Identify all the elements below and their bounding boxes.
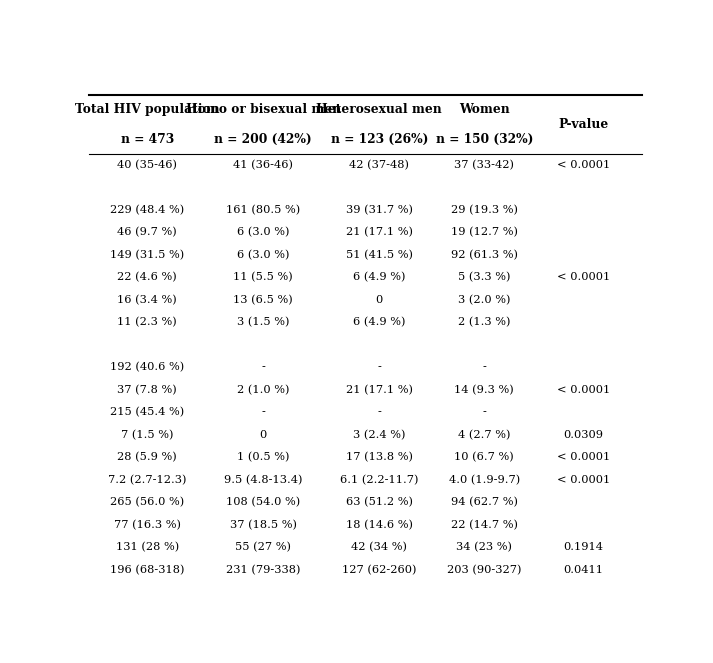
Text: 231 (79-338): 231 (79-338) [226, 564, 300, 575]
Text: -: - [261, 362, 265, 372]
Text: 0.0309: 0.0309 [564, 430, 604, 440]
Text: 1 (0.5 %): 1 (0.5 %) [237, 452, 289, 462]
Text: 92 (61.3 %): 92 (61.3 %) [451, 250, 518, 260]
Text: 11 (5.5 %): 11 (5.5 %) [233, 272, 293, 282]
Text: 42 (37-48): 42 (37-48) [349, 160, 409, 170]
Text: 41 (36-46): 41 (36-46) [233, 160, 293, 170]
Text: 22 (14.7 %): 22 (14.7 %) [451, 520, 518, 530]
Text: 39 (31.7 %): 39 (31.7 %) [346, 205, 413, 215]
Text: 2 (1.0 %): 2 (1.0 %) [237, 385, 289, 395]
Text: 3 (1.5 %): 3 (1.5 %) [237, 317, 289, 328]
Text: -: - [377, 407, 381, 417]
Text: 265 (56.0 %): 265 (56.0 %) [110, 497, 184, 507]
Text: 55 (27 %): 55 (27 %) [235, 542, 291, 552]
Text: -: - [482, 407, 486, 417]
Text: 6 (4.9 %): 6 (4.9 %) [353, 272, 406, 282]
Text: 7 (1.5 %): 7 (1.5 %) [121, 430, 173, 440]
Text: -: - [482, 362, 486, 372]
Text: 10 (6.7 %): 10 (6.7 %) [454, 452, 514, 462]
Text: 9.5 (4.8-13.4): 9.5 (4.8-13.4) [224, 475, 302, 485]
Text: < 0.0001: < 0.0001 [557, 272, 610, 282]
Text: 192 (40.6 %): 192 (40.6 %) [110, 362, 184, 373]
Text: 3 (2.4 %): 3 (2.4 %) [353, 430, 406, 440]
Text: 34 (23 %): 34 (23 %) [456, 542, 512, 552]
Text: 42 (34 %): 42 (34 %) [352, 542, 407, 552]
Text: 131 (28 %): 131 (28 %) [116, 542, 179, 552]
Text: < 0.0001: < 0.0001 [557, 475, 610, 485]
Text: 37 (18.5 %): 37 (18.5 %) [230, 520, 297, 530]
Text: 63 (51.2 %): 63 (51.2 %) [346, 497, 413, 507]
Text: 14 (9.3 %): 14 (9.3 %) [454, 385, 514, 395]
Text: 196 (68-318): 196 (68-318) [110, 564, 185, 575]
Text: 17 (13.8 %): 17 (13.8 %) [346, 452, 413, 462]
Text: 6 (3.0 %): 6 (3.0 %) [237, 250, 289, 260]
Text: 29 (19.3 %): 29 (19.3 %) [451, 205, 518, 215]
Text: < 0.0001: < 0.0001 [557, 385, 610, 394]
Text: 37 (7.8 %): 37 (7.8 %) [117, 385, 177, 395]
Text: 51 (41.5 %): 51 (41.5 %) [346, 250, 413, 260]
Text: 18 (14.6 %): 18 (14.6 %) [346, 520, 413, 530]
Text: 16 (3.4 %): 16 (3.4 %) [117, 294, 177, 305]
Text: 28 (5.9 %): 28 (5.9 %) [117, 452, 177, 462]
Text: 5 (3.3 %): 5 (3.3 %) [458, 272, 511, 282]
Text: 21 (17.1 %): 21 (17.1 %) [346, 227, 413, 237]
Text: 13 (6.5 %): 13 (6.5 %) [233, 294, 293, 305]
Text: 0.0411: 0.0411 [564, 565, 604, 575]
Text: 149 (31.5 %): 149 (31.5 %) [110, 250, 184, 260]
Text: 108 (54.0 %): 108 (54.0 %) [226, 497, 300, 507]
Text: 19 (12.7 %): 19 (12.7 %) [451, 227, 518, 237]
Text: 7.2 (2.7-12.3): 7.2 (2.7-12.3) [108, 475, 186, 485]
Text: 203 (90-327): 203 (90-327) [447, 564, 521, 575]
Text: 40 (35-46): 40 (35-46) [117, 160, 177, 170]
Text: 21 (17.1 %): 21 (17.1 %) [346, 385, 413, 395]
Text: 127 (62-260): 127 (62-260) [342, 564, 416, 575]
Text: 37 (33-42): 37 (33-42) [454, 160, 514, 170]
Text: 6 (4.9 %): 6 (4.9 %) [353, 317, 406, 328]
Text: 11 (2.3 %): 11 (2.3 %) [117, 317, 177, 328]
Text: < 0.0001: < 0.0001 [557, 160, 610, 170]
Text: 0.1914: 0.1914 [564, 542, 604, 552]
Text: 6.1 (2.2-11.7): 6.1 (2.2-11.7) [340, 475, 419, 485]
Text: -: - [261, 407, 265, 417]
Text: 3 (2.0 %): 3 (2.0 %) [458, 294, 511, 305]
Text: 4.0 (1.9-9.7): 4.0 (1.9-9.7) [448, 475, 520, 485]
Text: Homo or bisexual men

n = 200 (42%): Homo or bisexual men n = 200 (42%) [185, 103, 341, 146]
Text: Women

n = 150 (32%): Women n = 150 (32%) [436, 103, 533, 146]
Text: 2 (1.3 %): 2 (1.3 %) [458, 317, 511, 328]
Text: 77 (16.3 %): 77 (16.3 %) [113, 520, 180, 530]
Text: 161 (80.5 %): 161 (80.5 %) [226, 205, 300, 215]
Text: 94 (62.7 %): 94 (62.7 %) [451, 497, 518, 507]
Text: 6 (3.0 %): 6 (3.0 %) [237, 227, 289, 237]
Text: P-value: P-value [558, 118, 609, 131]
Text: 46 (9.7 %): 46 (9.7 %) [117, 227, 177, 237]
Text: -: - [377, 362, 381, 372]
Text: Total HIV population

n = 473: Total HIV population n = 473 [75, 103, 220, 146]
Text: 0: 0 [260, 430, 267, 440]
Text: < 0.0001: < 0.0001 [557, 452, 610, 462]
Text: 229 (48.4 %): 229 (48.4 %) [110, 205, 184, 215]
Text: 0: 0 [376, 295, 383, 305]
Text: 22 (4.6 %): 22 (4.6 %) [117, 272, 177, 282]
Text: 215 (45.4 %): 215 (45.4 %) [110, 407, 184, 418]
Text: Heterosexual men

n = 123 (26%): Heterosexual men n = 123 (26%) [317, 103, 442, 146]
Text: 4 (2.7 %): 4 (2.7 %) [458, 430, 511, 440]
